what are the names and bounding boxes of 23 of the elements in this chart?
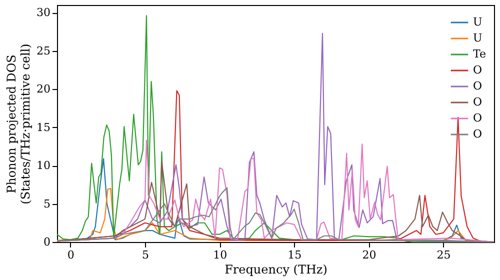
x-tick-label: 20 [362,248,376,262]
x-tick-label: 15 [288,248,302,262]
x-tick-label: 0 [67,248,74,262]
y-tick-label: 10 [36,159,50,172]
y-tick-label: 15 [36,120,50,134]
y-axis-title: Phonon projected DOS (States/THz·primitive cell) [4,44,33,204]
y-tick-label: 5 [44,197,50,210]
y-tick-label: 0 [44,236,50,248]
x-axis-title: Frequency (THz) [224,262,328,276]
legend-label: O [473,128,482,140]
legend-label: O [473,80,482,92]
legend-label: Te [473,48,486,60]
legend-label: O [473,96,482,108]
legend-label: O [473,64,482,76]
x-tick-label: 5 [142,248,149,262]
y-tick-label: 30 [36,6,50,20]
x-tick-label: 10 [213,248,228,262]
legend-label: O [473,112,482,124]
y-tick-label: 25 [36,44,50,58]
x-tick-label: 25 [436,248,451,262]
y-tick-label: 20 [36,82,50,96]
legend-label: U [473,32,482,44]
legend-label: U [473,16,482,28]
